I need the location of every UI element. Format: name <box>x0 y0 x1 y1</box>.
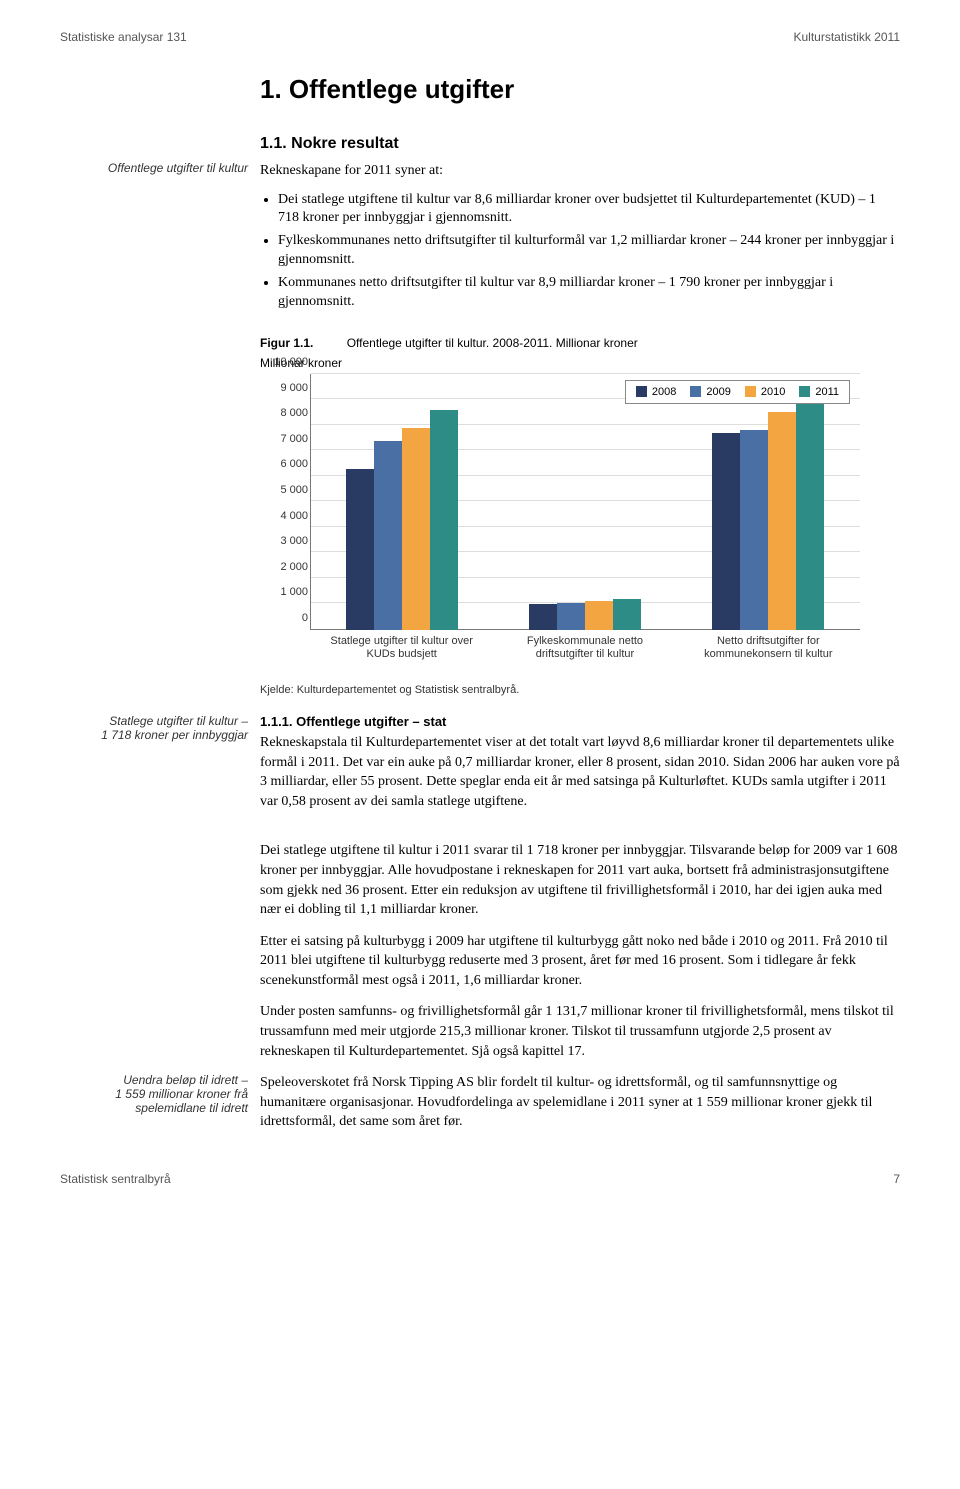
chart-bar <box>796 402 824 630</box>
footer-left: Statistisk sentralbyrå <box>60 1172 171 1186</box>
bullet-item: Dei statlege utgiftene til kultur var 8,… <box>278 191 900 229</box>
chart-bar <box>529 604 557 630</box>
figure-label-prefix: Figur 1.1. <box>260 336 313 350</box>
chart-ytick: 5 000 <box>260 484 308 496</box>
page-header: Statistiske analysar 131 Kulturstatistik… <box>60 30 900 44</box>
legend-item: 2009 <box>690 386 730 398</box>
chart-ytick: 8 000 <box>260 407 308 419</box>
legend-item: 2008 <box>636 386 676 398</box>
bar-groups: Statlege utgifter til kultur over KUDs b… <box>310 374 860 630</box>
chart-legend: 2008 2009 2010 2011 <box>625 380 850 404</box>
chart-ytick: 10 000 <box>260 356 308 368</box>
bullets-list: Dei statlege utgiftene til kultur var 8,… <box>260 191 900 312</box>
section-111-block: Statlege utgifter til kultur – 1 718 kro… <box>60 714 900 821</box>
chart-xlabel: Statlege utgifter til kultur over KUDs b… <box>322 630 482 661</box>
section-111-heading: 1.1.1. Offentlege utgifter – stat <box>260 714 900 729</box>
chart-ytick: 1 000 <box>260 586 308 598</box>
margin-note-3: Uendra beløp til idrett – 1 559 milliona… <box>60 1073 260 1142</box>
bar-group: Fylkeskommunale netto driftsutgifter til… <box>529 374 641 630</box>
final-para-body: Speleoverskotet frå Norsk Tipping AS bli… <box>260 1073 900 1142</box>
bar-group: Statlege utgifter til kultur over KUDs b… <box>346 374 458 630</box>
chart-ytick: 6 000 <box>260 458 308 470</box>
chart-bar <box>557 603 585 630</box>
legend-label: 2011 <box>815 386 839 398</box>
header-left: Statistiske analysar 131 <box>60 30 187 44</box>
chart-ytick: 9 000 <box>260 382 308 394</box>
margin-note-line: Statlege utgifter til kultur – <box>109 714 248 728</box>
chart-ylabel: Millionar kroner <box>260 356 900 370</box>
chart-xlabel: Netto driftsutgifter for kommunekonsern … <box>688 630 848 661</box>
chart-ytick: 3 000 <box>260 535 308 547</box>
chart-container: Millionar kroner Statlege utgifter til k… <box>260 356 900 654</box>
chart-bar <box>712 433 740 630</box>
chart-bar <box>585 601 613 630</box>
legend-item: 2011 <box>799 386 839 398</box>
chart-bar <box>346 469 374 630</box>
chart-bar <box>740 430 768 630</box>
chart-bar <box>613 599 641 630</box>
bullet-item: Fylkeskommunanes netto driftsutgifter ti… <box>278 232 900 270</box>
bar-group: Netto driftsutgifter for kommunekonsern … <box>712 374 824 630</box>
legend-label: 2009 <box>706 386 730 398</box>
margin-note-line: spelemidlane til idrett <box>135 1101 248 1115</box>
para: Under posten samfunns- og frivillighetsf… <box>260 1002 900 1061</box>
bullet-list-wrap: Rekneskapane for 2011 syner at: Dei stat… <box>260 161 900 316</box>
final-para-block: Uendra beløp til idrett – 1 559 milliona… <box>60 1073 900 1142</box>
section-1-1-title: 1.1. Nokre resultat <box>260 135 900 153</box>
legend-swatch <box>745 386 756 397</box>
para-block: Dei statlege utgiftene til kultur i 2011… <box>260 841 900 1061</box>
margin-note-line: 1 559 millionar kroner frå <box>115 1087 248 1101</box>
legend-label: 2010 <box>761 386 785 398</box>
para: Etter ei satsing på kulturbygg i 2009 ha… <box>260 932 900 991</box>
legend-swatch <box>799 386 810 397</box>
para: Dei statlege utgiftene til kultur i 2011… <box>260 841 900 919</box>
margin-note-line: 1 718 kroner per innbyggjar <box>101 728 248 742</box>
legend-item: 2010 <box>745 386 785 398</box>
chapter-title: 1. Offentlege utgifter <box>260 74 900 105</box>
para: Rekneskapstala til Kulturdepartementet v… <box>260 733 900 811</box>
chart-ytick: 4 000 <box>260 510 308 522</box>
bullets-lead: Rekneskapane for 2011 syner at: <box>260 161 900 181</box>
chart-bar <box>374 441 402 630</box>
chart-ytick: 7 000 <box>260 433 308 445</box>
margin-note-line: Uendra beløp til idrett – <box>123 1073 248 1087</box>
figure-label: Figur 1.1. Offentlege utgifter til kultu… <box>260 336 900 350</box>
chart-ytick: 2 000 <box>260 561 308 573</box>
bullet-item: Kommunanes netto driftsutgifter til kult… <box>278 274 900 312</box>
footer-page-number: 7 <box>893 1172 900 1186</box>
chart-ytick: 0 <box>260 612 308 624</box>
chart-xlabel: Fylkeskommunale netto driftsutgifter til… <box>505 630 665 661</box>
chart-area: Statlege utgifter til kultur over KUDs b… <box>260 374 860 654</box>
figure-label-text: Offentlege utgifter til kultur. 2008-201… <box>347 336 638 350</box>
para: Speleoverskotet frå Norsk Tipping AS bli… <box>260 1073 900 1132</box>
chart-bar <box>402 428 430 630</box>
margin-note-2: Statlege utgifter til kultur – 1 718 kro… <box>60 714 260 821</box>
intro-block: Offentlege utgifter til kultur Rekneskap… <box>60 161 900 316</box>
page-footer: Statistisk sentralbyrå 7 <box>60 1172 900 1186</box>
chart-source: Kjelde: Kulturdepartementet og Statistis… <box>260 684 900 696</box>
chart-bar <box>430 410 458 630</box>
header-right: Kulturstatistikk 2011 <box>794 30 901 44</box>
legend-label: 2008 <box>652 386 676 398</box>
legend-swatch <box>690 386 701 397</box>
section-111-body: 1.1.1. Offentlege utgifter – stat Reknes… <box>260 714 900 821</box>
legend-swatch <box>636 386 647 397</box>
chart-bar <box>768 412 796 630</box>
margin-note-1: Offentlege utgifter til kultur <box>60 161 260 316</box>
